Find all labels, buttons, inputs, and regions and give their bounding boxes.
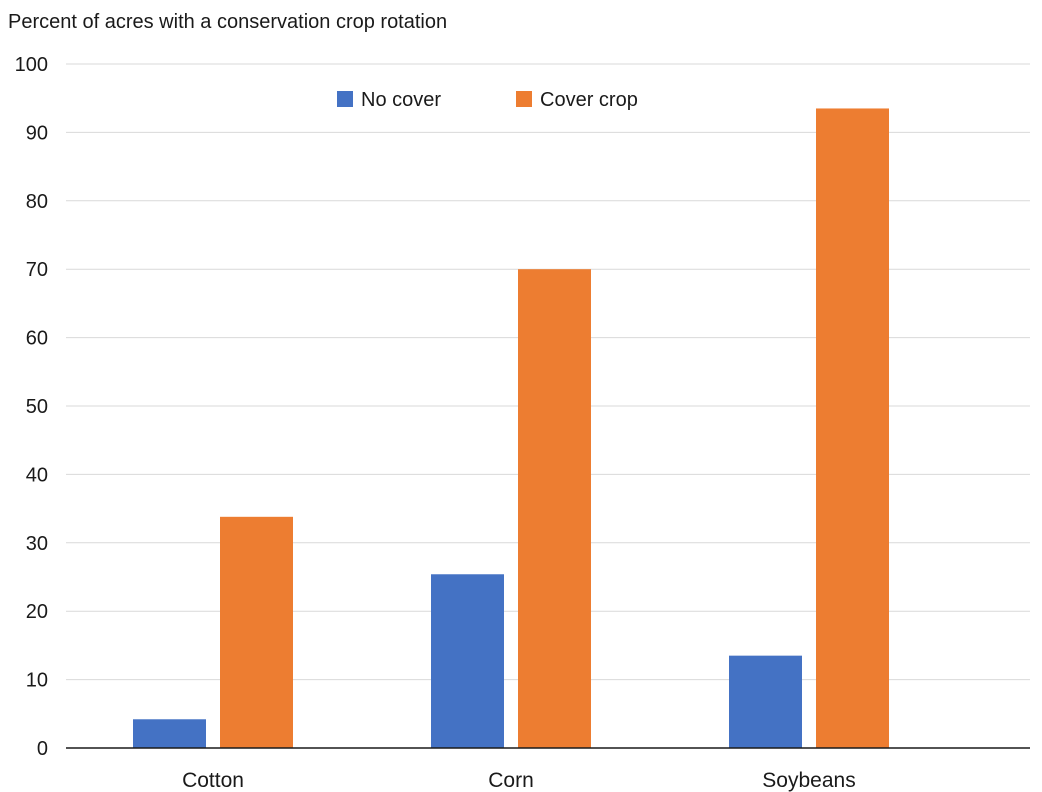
bar-cover-crop-cotton (220, 516, 293, 748)
x-category-label: Corn (488, 769, 534, 792)
y-tick-label: 20 (26, 601, 48, 623)
y-tick-label: 80 (26, 191, 48, 213)
legend-swatch (337, 91, 353, 107)
chart-title: Percent of acres with a conservation cro… (8, 11, 447, 33)
y-axis-ticks: 0 10 20 30 40 50 60 70 80 90 100 (15, 54, 48, 760)
y-tick-label: 60 (26, 328, 48, 350)
bar-no-cover-cotton (133, 719, 206, 748)
y-tick-label: 40 (26, 464, 48, 486)
legend-label: Cover crop (540, 89, 638, 111)
legend: No cover Cover crop (337, 89, 638, 111)
x-axis-labels: Cotton Corn Soybeans (182, 769, 856, 792)
bar-no-cover-soybeans (729, 655, 802, 748)
x-category-label: Cotton (182, 769, 244, 792)
y-tick-label: 10 (26, 670, 48, 692)
legend-swatch (516, 91, 532, 107)
bar-cover-crop-corn (518, 269, 591, 748)
y-tick-label: 90 (26, 122, 48, 144)
y-tick-label: 100 (15, 54, 48, 76)
bar-no-cover-corn (431, 574, 504, 748)
y-tick-label: 70 (26, 259, 48, 281)
y-tick-label: 0 (37, 738, 48, 760)
y-tick-label: 50 (26, 396, 48, 418)
y-tick-label: 30 (26, 533, 48, 555)
legend-label: No cover (361, 89, 441, 111)
x-category-label: Soybeans (762, 769, 855, 792)
bars (133, 108, 889, 748)
bar-cover-crop-soybeans (816, 108, 889, 748)
